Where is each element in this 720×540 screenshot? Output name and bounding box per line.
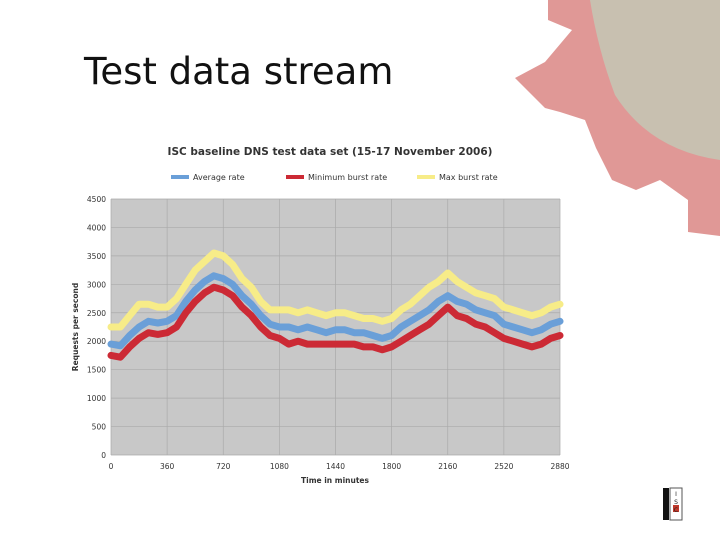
x-tick-label: 1800 xyxy=(382,462,401,471)
y-tick-label: 3000 xyxy=(87,280,106,289)
y-tick-label: 0 xyxy=(101,451,106,460)
legend-label: Average rate xyxy=(193,173,245,182)
y-tick-label: 4500 xyxy=(87,195,106,204)
series-layer xyxy=(107,249,564,361)
x-tick-label: 2880 xyxy=(550,462,569,471)
series-line-1 xyxy=(107,283,564,361)
x-tick-label: 1440 xyxy=(326,462,345,471)
series-line-0 xyxy=(107,272,564,350)
x-axis-ticks: 0 360 720 1080 1440 1800 2160 2520 2880 xyxy=(109,462,570,471)
series-line-2 xyxy=(107,249,564,331)
legend-label: Max burst rate xyxy=(439,173,498,182)
legend-label: Minimum burst rate xyxy=(308,173,387,182)
slide-title: Test data stream xyxy=(84,50,394,93)
chart-title: ISC baseline DNS test data set (15-17 No… xyxy=(168,146,493,158)
y-tick-label: 1000 xyxy=(87,394,106,403)
y-tick-label: 500 xyxy=(92,423,107,432)
chart: ISC baseline DNS test data set (15-17 No… xyxy=(71,146,570,485)
legend-swatch xyxy=(417,175,435,179)
y-tick-label: 4000 xyxy=(87,223,106,232)
gear-gray-center xyxy=(590,0,720,160)
x-tick-label: 720 xyxy=(216,462,231,471)
gear-shape xyxy=(488,0,720,236)
y-tick-label: 1500 xyxy=(87,366,106,375)
legend-swatch xyxy=(171,175,189,179)
logo-letter: C xyxy=(674,507,678,514)
legend: Average rate Minimum burst rate Max burst … xyxy=(171,173,498,182)
y-tick-label: 3500 xyxy=(87,252,106,261)
x-tick-label: 1080 xyxy=(270,462,289,471)
y-axis-ticks: 0 500 1000 1500 2000 2500 3000 3500 4000 4500 xyxy=(87,195,106,460)
y-tick-label: 2500 xyxy=(87,309,106,318)
legend-swatch xyxy=(286,175,304,179)
x-axis-label: Time in minutes xyxy=(301,476,369,485)
logo-letter: I xyxy=(675,491,677,498)
isc-logo: ISC xyxy=(663,487,683,521)
x-tick-label: 2520 xyxy=(494,462,513,471)
x-tick-label: 2160 xyxy=(438,462,457,471)
y-axis-label: Requests per second xyxy=(71,283,80,371)
x-tick-label: 360 xyxy=(160,462,175,471)
x-tick-label: 0 xyxy=(109,462,114,471)
y-tick-label: 2000 xyxy=(87,337,106,346)
logo-letter: S xyxy=(674,499,678,506)
